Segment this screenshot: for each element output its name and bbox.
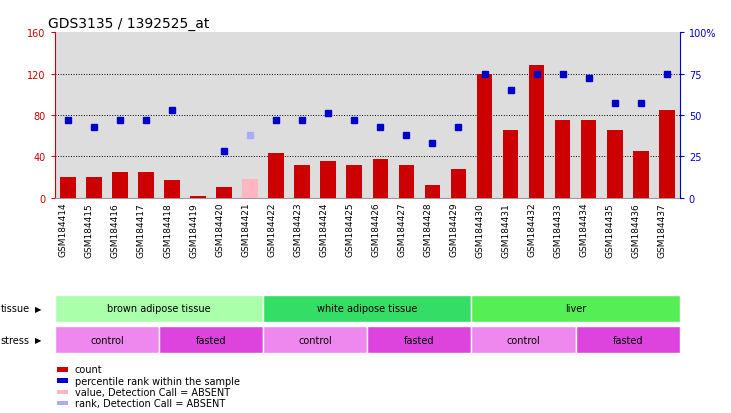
Bar [471,326,575,353]
Text: control: control [298,335,332,345]
Bar [86,178,102,198]
Text: GDS3135 / 1392525_at: GDS3135 / 1392525_at [48,17,209,31]
Bar [57,390,69,394]
Bar [529,66,545,198]
Bar [57,368,69,372]
Text: brown adipose tissue: brown adipose tissue [107,304,211,314]
Text: control: control [90,335,124,345]
Text: ▶: ▶ [35,304,42,313]
Text: rank, Detection Call = ABSENT: rank, Detection Call = ABSENT [75,398,225,408]
Text: control: control [507,335,540,345]
Bar [581,121,596,198]
Text: tissue: tissue [1,304,30,314]
Text: fasted: fasted [613,335,643,345]
Text: fasted: fasted [404,335,435,345]
Text: GSM184430: GSM184430 [476,202,485,257]
Bar [367,326,471,353]
Text: GSM184419: GSM184419 [189,202,198,257]
Text: GSM184425: GSM184425 [345,202,355,257]
Bar [268,154,284,198]
Bar [503,131,518,198]
Text: GSM184422: GSM184422 [268,202,276,257]
Bar [555,121,570,198]
Bar [190,196,206,198]
Bar [295,165,310,198]
Bar [398,165,414,198]
Text: GSM184429: GSM184429 [450,202,458,257]
Text: percentile rank within the sample: percentile rank within the sample [75,376,240,386]
Bar [425,186,440,198]
Text: GSM184420: GSM184420 [215,202,224,257]
Text: GSM184433: GSM184433 [553,202,563,257]
Bar [159,326,263,353]
Text: value, Detection Call = ABSENT: value, Detection Call = ABSENT [75,387,230,397]
Bar [242,180,258,198]
Text: GSM184431: GSM184431 [501,202,510,257]
Bar [346,165,362,198]
Text: GSM184416: GSM184416 [111,202,120,257]
Bar [576,326,680,353]
Text: white adipose tissue: white adipose tissue [317,304,417,314]
Bar [55,295,263,322]
Bar [57,401,69,405]
Text: GSM184437: GSM184437 [658,202,667,257]
Bar [216,188,232,198]
Bar [471,295,680,322]
Text: stress: stress [1,335,30,345]
Text: ▶: ▶ [35,335,42,344]
Text: GSM184421: GSM184421 [241,202,250,257]
Text: GSM184427: GSM184427 [398,202,406,257]
Bar [263,326,367,353]
Bar [57,378,69,383]
Bar [138,173,154,198]
Text: GSM184414: GSM184414 [59,202,68,257]
Text: GSM184436: GSM184436 [632,202,641,257]
Text: liver: liver [565,304,586,314]
Text: GSM184428: GSM184428 [423,202,433,257]
Text: fasted: fasted [196,335,227,345]
Bar [373,160,388,198]
Text: GSM184435: GSM184435 [606,202,615,257]
Text: count: count [75,365,102,375]
Bar [320,162,336,198]
Text: GSM184434: GSM184434 [580,202,588,257]
Bar [633,152,648,198]
Bar [112,173,128,198]
Bar [477,74,492,198]
Text: GSM184426: GSM184426 [371,202,380,257]
Text: GSM184415: GSM184415 [85,202,94,257]
Text: GSM184423: GSM184423 [293,202,302,257]
Bar [263,295,471,322]
Bar [55,326,159,353]
Text: GSM184432: GSM184432 [528,202,537,257]
Text: GSM184417: GSM184417 [137,202,146,257]
Bar [60,178,75,198]
Text: GSM184424: GSM184424 [319,202,328,257]
Bar [164,181,180,198]
Text: GSM184418: GSM184418 [163,202,172,257]
Bar [659,110,675,198]
Bar [450,169,466,198]
Bar [607,131,623,198]
